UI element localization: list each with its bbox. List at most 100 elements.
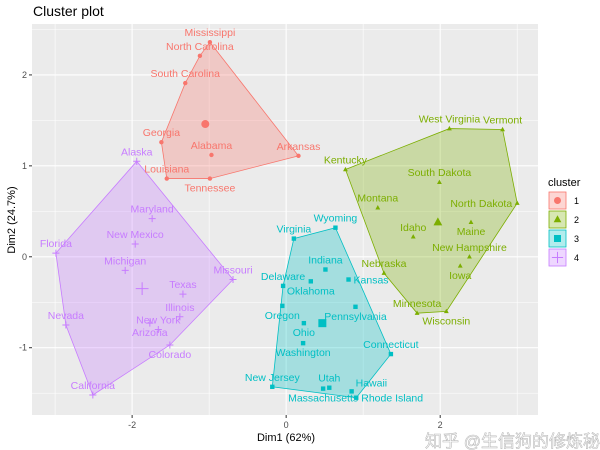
point-label: New Hampshire	[432, 242, 507, 254]
point-label: Tennessee	[185, 183, 236, 195]
point-label: Louisiana	[144, 164, 189, 176]
cluster-1-hull	[160, 41, 300, 179]
data-point	[280, 283, 286, 289]
data-point	[388, 351, 394, 357]
data-point	[436, 179, 442, 184]
point-label: Illinois	[165, 302, 194, 314]
point-label: Virginia	[276, 224, 311, 236]
point-label: Kentucky	[324, 154, 368, 166]
data-point	[164, 176, 169, 181]
legend-label: 1	[574, 196, 579, 206]
data-point	[270, 384, 275, 390]
data-point	[121, 266, 129, 274]
point-label: Massachusetts	[288, 393, 358, 405]
data-point	[133, 157, 141, 165]
data-point	[207, 176, 213, 181]
point-label: Maryland	[131, 204, 174, 216]
data-point	[296, 153, 301, 159]
data-point	[159, 140, 164, 145]
x-tick-label: 0	[284, 420, 289, 430]
point-label: Rhode Island	[361, 393, 423, 405]
point-labels: Mississippi North Carolina South Carolina G…	[40, 27, 522, 405]
point-label: North Carolina	[166, 41, 234, 53]
data-point	[457, 263, 463, 268]
point-label: Idaho	[400, 222, 426, 234]
point-label: California	[71, 380, 116, 392]
point-label: Ohio	[293, 327, 315, 339]
data-point	[301, 320, 307, 326]
data-point	[320, 386, 326, 391]
legend-title: cluster	[548, 177, 581, 189]
data-point	[349, 389, 354, 394]
point-label: Oregon	[265, 310, 300, 322]
data-point	[500, 126, 505, 132]
data-point	[229, 275, 237, 284]
point-label: Wisconsin	[422, 315, 470, 327]
point-label: Michigan	[104, 255, 146, 267]
data-point	[52, 249, 60, 257]
point-label: Maine	[457, 226, 486, 238]
data-point	[447, 125, 452, 131]
point-label: North Dakota	[450, 198, 512, 210]
point-label: Kansas	[354, 275, 389, 287]
point-label: Nevada	[48, 310, 84, 322]
legend-label: 2	[574, 215, 579, 225]
x-tick-label: 2	[438, 420, 443, 430]
point-label: Utah	[318, 373, 340, 385]
data-point	[333, 225, 338, 230]
data-point	[280, 303, 285, 309]
point-label: South Carolina	[151, 68, 221, 80]
point-label: Montana	[357, 193, 398, 205]
data-point	[148, 215, 156, 223]
point-label: Iowa	[449, 270, 471, 282]
data-point	[300, 340, 306, 346]
point-label: Vermont	[483, 114, 522, 126]
x-tick-label: -2	[128, 420, 136, 430]
cluster-1-centroid	[201, 120, 210, 129]
point-label: Nebraska	[361, 258, 406, 270]
chart-title: Cluster plot	[33, 3, 104, 19]
data-point	[209, 152, 214, 158]
data-point	[291, 236, 297, 241]
data-point	[183, 80, 188, 86]
cluster-3-centroid	[318, 319, 327, 328]
data-point	[207, 39, 213, 45]
data-point	[514, 200, 520, 205]
x-axis-title: Dim1 (62%)	[257, 432, 315, 444]
legend: cluster 1 2 3 4	[548, 177, 581, 267]
data-point	[327, 385, 332, 390]
y-tick-label: 0	[22, 252, 27, 262]
point-label: New Mexico	[107, 229, 164, 241]
point-label: Arizona	[132, 327, 168, 339]
axis-ticks: -2 0 2 -1 0 1 2	[19, 70, 443, 430]
point-label: Hawaii	[356, 377, 388, 389]
data-point	[197, 53, 203, 59]
y-axis-title: Dim2 (24.7%)	[6, 186, 18, 253]
cluster-points	[52, 39, 520, 400]
point-label: Mississippi	[185, 27, 236, 39]
data-point	[467, 254, 472, 259]
point-label: Connecticut	[363, 339, 419, 351]
y-tick-label: 2	[22, 70, 27, 80]
legend-label: 4	[574, 253, 579, 263]
plot-panel	[32, 24, 538, 415]
point-label: Wyoming	[314, 213, 358, 225]
point-label: Indiana	[308, 255, 343, 267]
legend-symbol	[551, 251, 564, 264]
legend-label: 3	[574, 234, 579, 244]
data-point	[381, 270, 387, 275]
data-point	[353, 304, 358, 309]
cluster-2-hull	[344, 128, 518, 314]
data-point	[443, 308, 449, 314]
y-tick-label: -1	[19, 343, 27, 353]
cluster-2-centroid	[433, 217, 443, 226]
point-label: South Dakota	[408, 167, 472, 179]
cluster-hulls	[55, 41, 518, 399]
data-point	[131, 240, 139, 248]
data-point	[166, 341, 174, 349]
point-label: Alabama	[191, 140, 233, 152]
data-point	[346, 277, 351, 282]
data-point	[179, 290, 187, 298]
legend-symbol	[554, 235, 561, 242]
